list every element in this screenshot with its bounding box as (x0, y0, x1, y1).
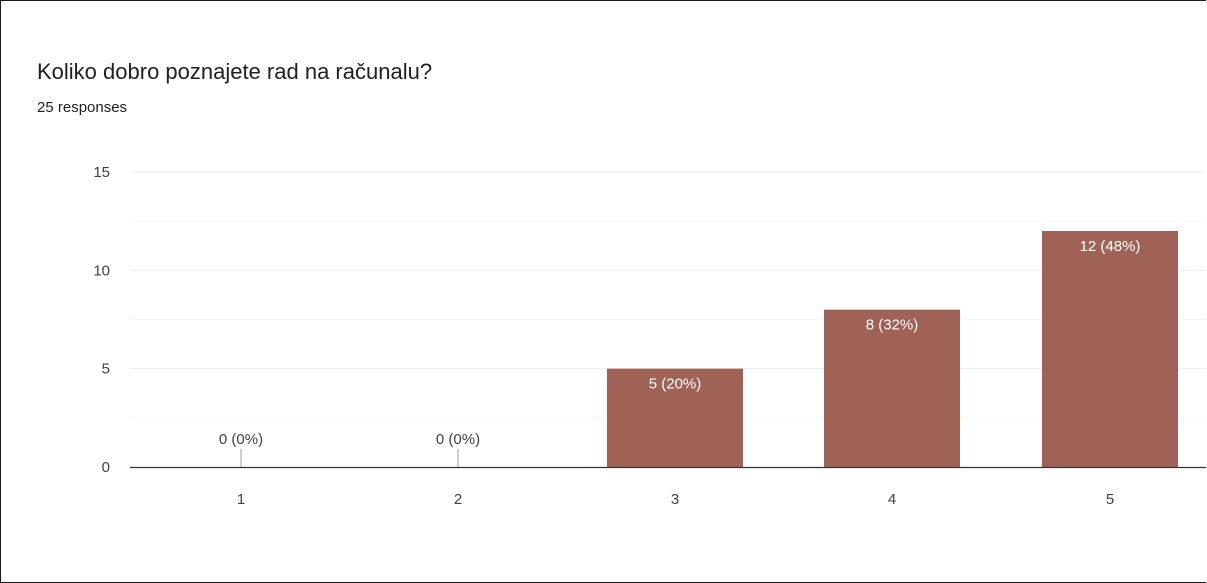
bar (607, 368, 743, 467)
chart-title: Koliko dobro poznajete rad na računalu? (37, 59, 433, 84)
data-label: 8 (32%) (866, 317, 919, 334)
x-tick-label: 4 (888, 491, 896, 508)
data-label: 12 (48%) (1080, 238, 1141, 255)
y-axis-ticks: 0 5 10 15 (93, 164, 110, 476)
y-tick-label: 15 (93, 164, 110, 181)
data-labels: 0 (0%) 0 (0%) 5 (20%) 8 (32%) 12 (48%) (219, 238, 1141, 448)
x-tick-label: 2 (454, 491, 462, 508)
data-label: 0 (0%) (219, 431, 263, 448)
data-label: 0 (0%) (436, 431, 480, 448)
bars (240, 231, 1178, 467)
bar (1042, 231, 1178, 467)
y-tick-label: 0 (102, 459, 110, 476)
data-label: 5 (20%) (649, 376, 702, 393)
response-count: 25 responses (37, 99, 128, 116)
x-tick-label: 3 (671, 491, 679, 508)
y-tick-label: 10 (93, 262, 110, 279)
x-axis-ticks: 1 2 3 4 5 (237, 491, 1114, 508)
y-tick-label: 5 (102, 361, 110, 378)
bar (824, 309, 960, 467)
x-tick-label: 5 (1106, 491, 1114, 508)
x-tick-label: 1 (237, 491, 245, 508)
